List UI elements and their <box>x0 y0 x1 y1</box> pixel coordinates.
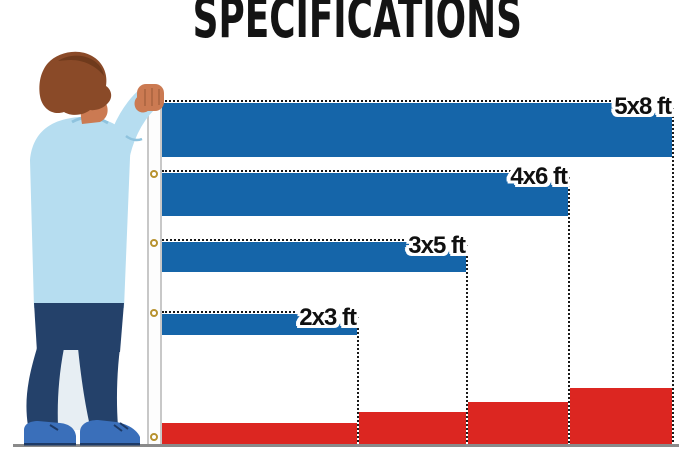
hand-finger-lines <box>144 88 160 106</box>
page-title: SPECIFICATIONS <box>192 0 523 51</box>
left-shoe-sole <box>24 443 76 446</box>
flag-2x3: 2x3 ft <box>162 304 359 446</box>
person-torso <box>30 116 131 308</box>
grommet-icon <box>150 239 158 247</box>
flag-blue-stripe <box>162 103 672 157</box>
person-holding-flag-illustration <box>24 51 164 446</box>
grommet-icon <box>150 309 158 317</box>
person-right-leg <box>78 348 120 426</box>
ground-line <box>13 444 679 447</box>
flag-size-label: 5x8 ft <box>614 93 672 120</box>
flag-size-label: 4x6 ft <box>510 163 568 190</box>
flag-blue-stripe <box>162 173 568 216</box>
shoe-laces <box>49 422 129 432</box>
person-elbow-fold <box>125 134 143 142</box>
person-thumb <box>134 96 150 113</box>
flag-size-label: 3x5 ft <box>408 232 466 259</box>
flag-red-stripe <box>162 423 357 446</box>
flag-size-label: 2x3 ft <box>299 304 357 331</box>
person-left-leg <box>26 348 64 426</box>
grommet-icon <box>150 433 158 441</box>
grommet-icon <box>150 170 158 178</box>
person-hips <box>34 303 124 352</box>
flag-blue-stripe <box>162 242 466 272</box>
flag-blue-stripe <box>162 314 357 335</box>
person-hair <box>39 51 112 115</box>
person-left-shoe <box>24 421 76 445</box>
person-hair-shade <box>58 55 104 76</box>
person-right-shoe <box>80 420 140 445</box>
right-shoe-sole <box>80 443 140 446</box>
